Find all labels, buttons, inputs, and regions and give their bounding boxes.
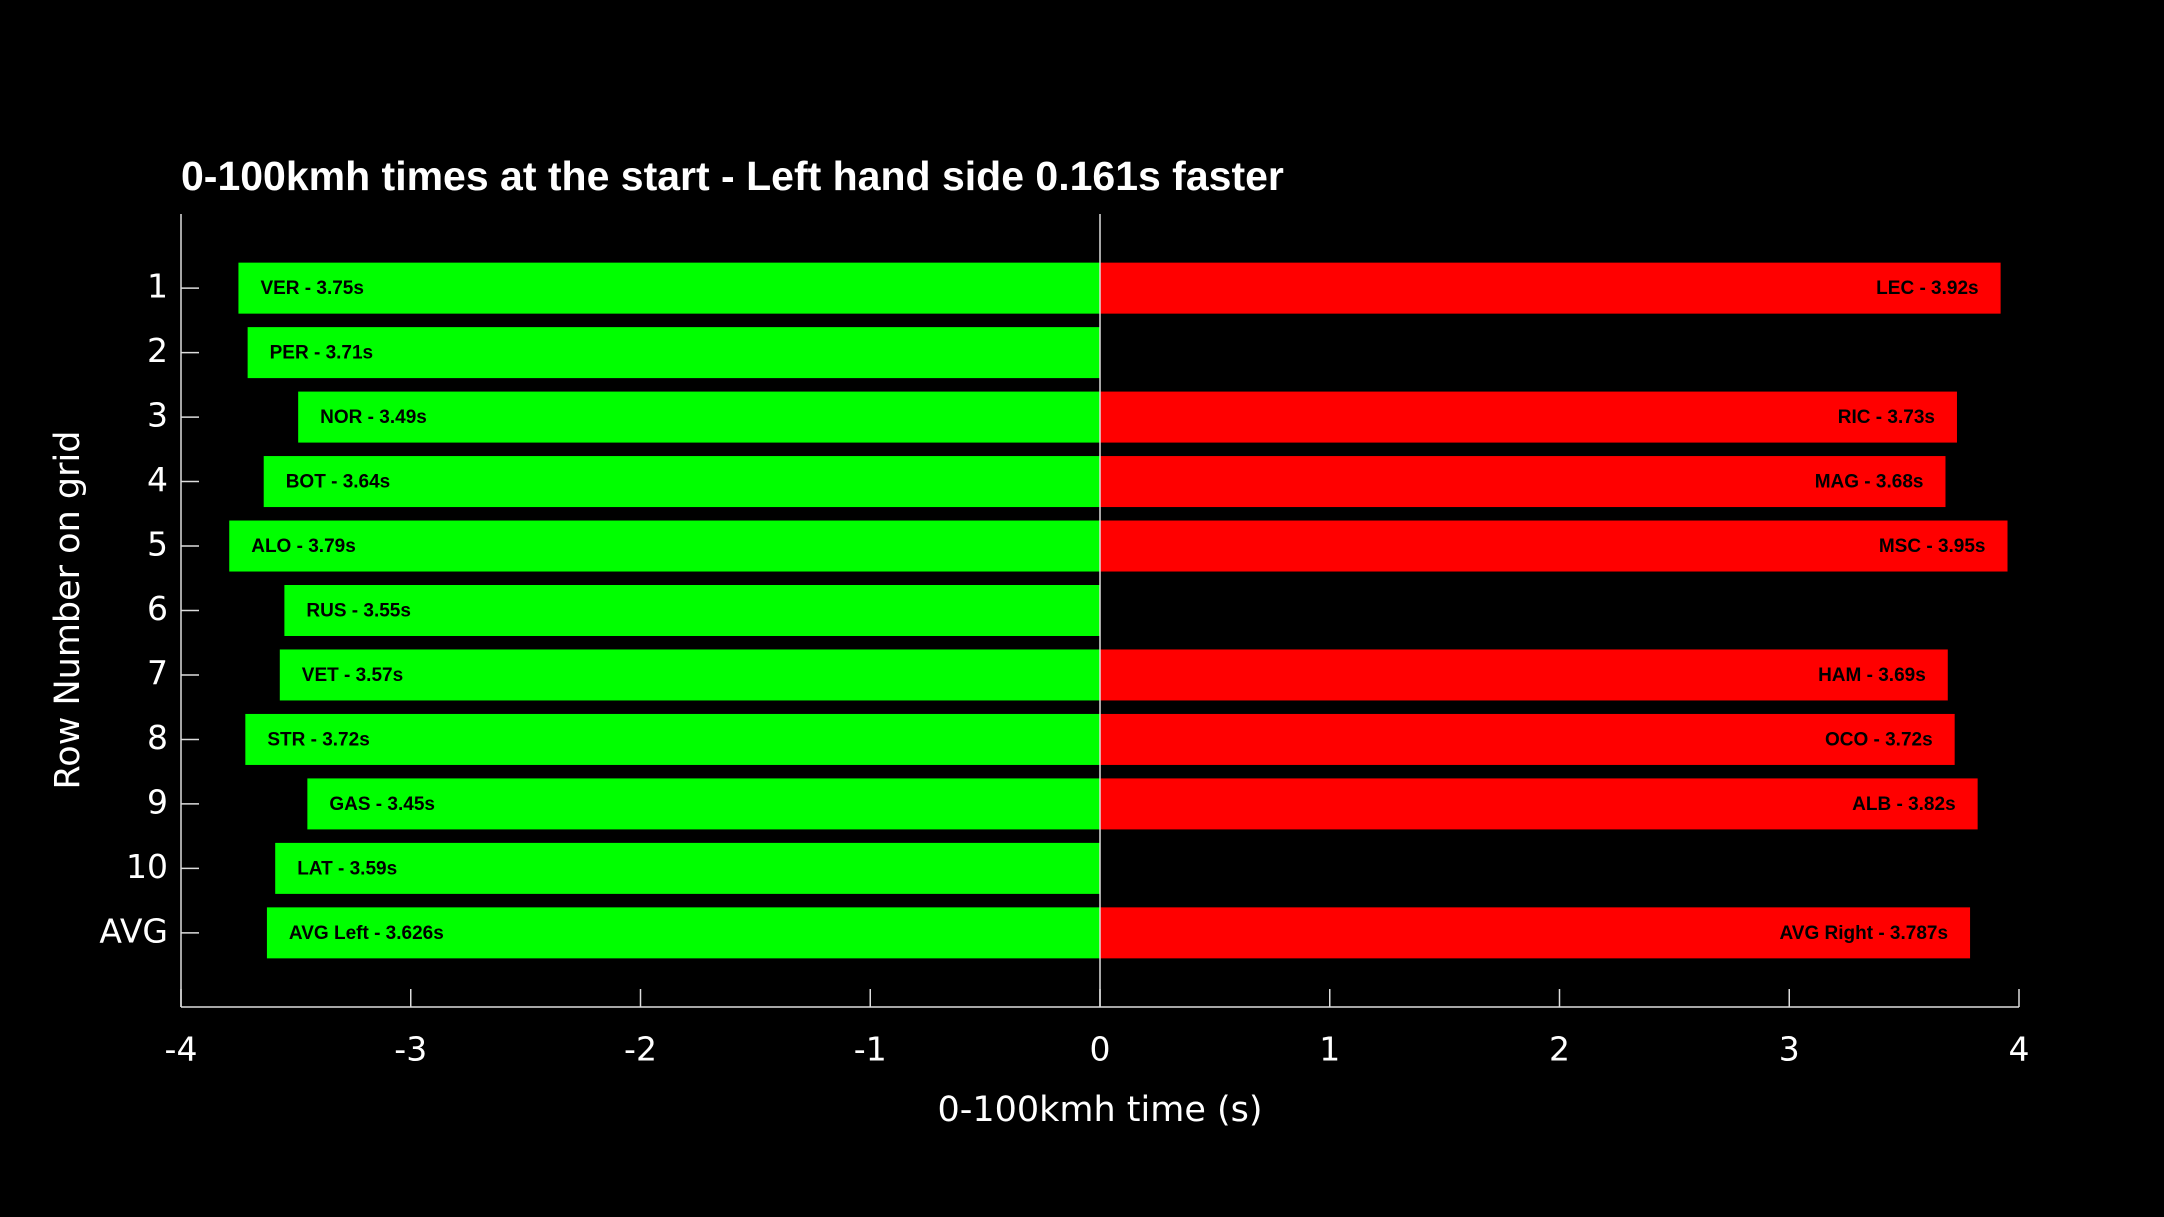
- bar: [1100, 649, 1948, 701]
- x-tick-label: 2: [1549, 1030, 1570, 1069]
- y-tick-label: 4: [147, 460, 168, 499]
- x-tick-label: -4: [165, 1030, 198, 1069]
- x-tick-label: 0: [1090, 1030, 1111, 1069]
- x-axis-label: 0-100kmh time (s): [937, 1090, 1262, 1130]
- value-label: RIC - 3.73s: [1838, 407, 1935, 428]
- bar: [266, 907, 1100, 959]
- y-tick-label: 9: [147, 782, 168, 821]
- y-tick-label: 8: [147, 718, 168, 757]
- value-label: VET - 3.57s: [302, 665, 403, 686]
- value-label: AVG Left - 3.626s: [289, 923, 444, 944]
- value-label: MSC - 3.95s: [1879, 536, 1986, 557]
- value-label: LAT - 3.59s: [297, 858, 397, 879]
- value-label: ALO - 3.79s: [251, 536, 356, 557]
- bar: [245, 713, 1100, 765]
- value-label: BOT - 3.64s: [286, 472, 391, 493]
- y-tick-label: 2: [147, 331, 168, 370]
- x-tick-label: -2: [624, 1030, 657, 1069]
- y-tick-label: 7: [147, 653, 168, 692]
- y-axis-label: Row Number on grid: [48, 431, 88, 790]
- y-tick-label: 1: [147, 267, 168, 306]
- bar: [298, 391, 1100, 443]
- bar: [247, 327, 1100, 379]
- bar: [284, 585, 1100, 636]
- bar: [238, 262, 1100, 314]
- bar: [275, 842, 1100, 894]
- bar: [1100, 713, 1955, 765]
- value-label: OCO - 3.72s: [1825, 729, 1933, 750]
- y-tick-label: 6: [147, 589, 168, 628]
- bar: [1100, 456, 1946, 508]
- x-tick-label: -3: [394, 1030, 427, 1069]
- bar: [263, 456, 1101, 508]
- bar: [1100, 391, 1957, 443]
- value-label: GAS - 3.45s: [329, 794, 435, 815]
- chart-title: 0-100kmh times at the start - Left hand …: [181, 153, 1284, 199]
- value-label: STR - 3.72s: [267, 729, 369, 750]
- y-tick-label: 5: [147, 525, 168, 564]
- x-tick-label: -1: [854, 1030, 887, 1069]
- x-tick-label: 1: [1319, 1030, 1340, 1069]
- value-label: NOR - 3.49s: [320, 407, 427, 428]
- value-label: HAM - 3.69s: [1818, 665, 1926, 686]
- bar: [1100, 778, 1978, 830]
- value-label: PER - 3.71s: [270, 343, 374, 364]
- value-label: VER - 3.75s: [260, 278, 364, 299]
- value-label: RUS - 3.55s: [306, 601, 411, 622]
- bar: [279, 649, 1101, 701]
- value-label: AVG Right - 3.787s: [1779, 923, 1948, 944]
- bar: [1100, 520, 2008, 572]
- y-tick-label: 3: [147, 396, 168, 435]
- bar: [1100, 907, 1971, 959]
- value-label: LEC - 3.92s: [1876, 278, 1978, 299]
- bar: [307, 778, 1100, 830]
- bar: [1100, 262, 2001, 314]
- value-label: MAG - 3.68s: [1815, 472, 1924, 493]
- y-tick-label: 10: [126, 847, 168, 886]
- x-tick-label: 4: [2009, 1030, 2030, 1069]
- y-tick-label: AVG: [99, 911, 168, 950]
- value-label: ALB - 3.82s: [1852, 794, 1955, 815]
- bar: [229, 520, 1100, 572]
- x-tick-label: 3: [1779, 1030, 1800, 1069]
